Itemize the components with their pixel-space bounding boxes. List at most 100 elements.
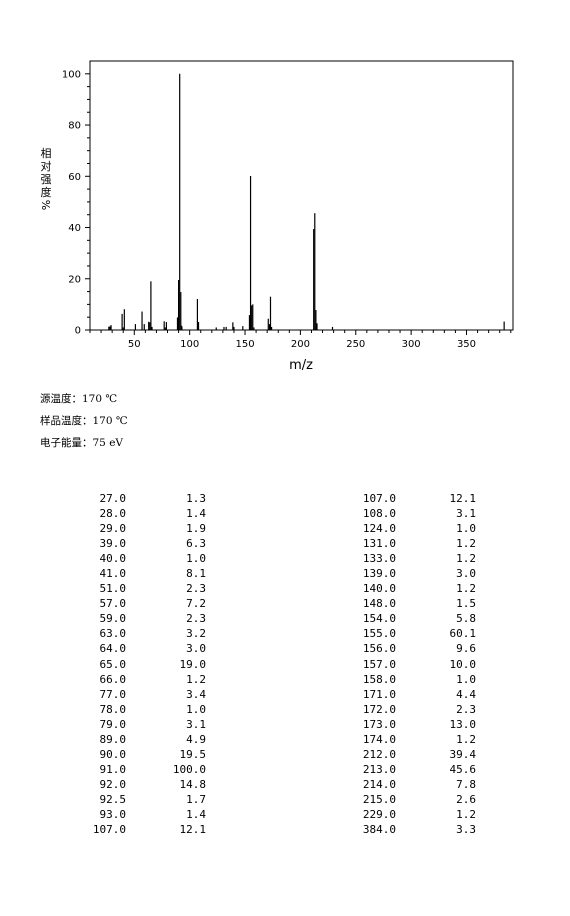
y-tick-label: 0 — [75, 326, 81, 337]
y-tick-label: 80 — [68, 121, 81, 132]
intensity-value: 100.0 — [172, 762, 206, 776]
x-tick-label: 350 — [457, 339, 476, 350]
mz-value: 131.0 — [362, 537, 396, 551]
mz-value: 40.0 — [99, 552, 127, 566]
intensity-value: 2.3 — [456, 702, 476, 716]
table-row: 78.0 1.0 — [70, 702, 207, 717]
mz-value: 172.0 — [362, 702, 396, 716]
table-row: 158.0 1.0 — [340, 672, 476, 687]
y-label-char: 度 — [41, 185, 52, 199]
mass-spectrum-chart: 0 20 40 60 80 100 50 100 150 200 250 300 350 m/z 相对… — [39, 60, 514, 373]
intensity-value: 4.9 — [186, 732, 206, 746]
mz-value: 29.0 — [99, 522, 127, 536]
x-tick-label: 150 — [235, 339, 254, 350]
mz-value: 108.0 — [362, 507, 396, 521]
mz-value: 64.0 — [99, 642, 127, 656]
intensity-value: 1.7 — [186, 792, 206, 806]
mz-value: 59.0 — [99, 612, 127, 626]
mz-value: 63.0 — [99, 627, 127, 641]
table-row: 66.0 1.2 — [70, 672, 207, 687]
y-tick-label: 40 — [68, 223, 81, 234]
mz-value: 51.0 — [99, 582, 127, 596]
y-tick-label: 100 — [62, 69, 81, 80]
mz-value: 173.0 — [362, 717, 396, 731]
table-row: 57.0 7.2 — [70, 596, 207, 611]
mz-value: 107.0 — [92, 823, 126, 837]
intensity-value: 3.4 — [186, 687, 206, 701]
table-row: 29.0 1.9 — [70, 521, 207, 536]
mz-value: 157.0 — [362, 657, 396, 671]
table-row: 77.0 3.4 — [70, 687, 207, 702]
mz-value: 213.0 — [362, 762, 396, 776]
mz-value: 158.0 — [362, 672, 396, 686]
mz-value: 77.0 — [99, 687, 127, 701]
table-row: 79.0 3.1 — [70, 717, 207, 732]
intensity-value: 3.3 — [456, 823, 476, 837]
mz-value: 28.0 — [99, 507, 127, 521]
intensity-value: 1.0 — [186, 552, 206, 566]
table-row: 384.0 3.3 — [340, 822, 476, 837]
table-row: 124.0 1.0 — [340, 521, 476, 536]
intensity-value: 39.4 — [449, 747, 477, 761]
mz-value: 229.0 — [362, 807, 396, 821]
intensity-value: 19.0 — [179, 657, 207, 671]
table-row: 174.0 1.2 — [340, 732, 476, 747]
intensity-value: 1.2 — [456, 537, 476, 551]
table-row: 214.0 7.8 — [340, 777, 476, 792]
table-row: 157.0 10.0 — [340, 657, 476, 672]
table-row: 51.0 2.3 — [70, 581, 207, 596]
table-row: 229.0 1.2 — [340, 807, 476, 822]
table-row: 108.0 3.1 — [340, 506, 476, 521]
mz-value: 89.0 — [99, 732, 127, 746]
intensity-value: 12.1 — [449, 492, 477, 505]
mz-value: 155.0 — [362, 627, 396, 641]
table-row: 28.0 1.4 — [70, 506, 207, 521]
intensity-value: 7.2 — [186, 597, 206, 611]
table-row: 154.0 5.8 — [340, 611, 476, 626]
plot-frame — [89, 60, 514, 331]
table-row: 215.0 2.6 — [340, 792, 476, 807]
table-row: 59.0 2.3 — [70, 611, 207, 626]
table-row: 173.0 13.0 — [340, 717, 476, 732]
intensity-value: 2.3 — [186, 612, 206, 626]
table-row: 131.0 1.2 — [340, 536, 476, 551]
intensity-value: 7.8 — [456, 777, 476, 791]
table-row: 65.0 19.0 — [70, 657, 207, 672]
intensity-value: 1.2 — [456, 582, 476, 596]
x-tick-label: 100 — [180, 339, 199, 350]
peak-table-right: 107.0 12.1 108.0 3.1 124.0 1.0 131.0 1.2 133.0 1.… — [340, 491, 476, 837]
mz-value: 156.0 — [362, 642, 396, 656]
x-tick-label: 200 — [291, 339, 310, 350]
source-temperature: 源温度：170 ℃ — [40, 393, 118, 405]
mz-value: 215.0 — [362, 792, 396, 806]
x-axis: 50 100 150 200 250 300 350 — [89, 330, 512, 350]
table-row: 171.0 4.4 — [340, 687, 476, 702]
mz-value: 154.0 — [362, 612, 396, 626]
y-axis: 0 20 40 60 80 100 — [62, 69, 90, 337]
x-tick-label: 250 — [346, 339, 365, 350]
table-row: 212.0 39.4 — [340, 747, 476, 762]
intensity-value: 5.8 — [456, 612, 476, 626]
table-row: 107.0 12.1 — [340, 491, 476, 506]
y-label-char: 对 — [41, 159, 52, 173]
mz-value: 212.0 — [362, 747, 396, 761]
intensity-value: 1.9 — [186, 522, 206, 536]
intensity-value: 45.6 — [449, 762, 477, 776]
mz-value: 384.0 — [362, 823, 396, 837]
y-label-char: 强 — [41, 173, 52, 186]
table-row: 89.0 4.9 — [70, 732, 207, 747]
intensity-value: 6.3 — [186, 537, 206, 551]
peak-bars — [108, 73, 505, 330]
mz-value: 39.0 — [99, 537, 127, 551]
mz-value: 27.0 — [99, 492, 127, 505]
intensity-value: 3.0 — [456, 567, 476, 581]
mz-value: 92.5 — [99, 792, 127, 806]
mz-value: 133.0 — [362, 552, 396, 566]
table-row: 107.0 12.1 — [70, 822, 206, 837]
intensity-value: 3.0 — [186, 642, 206, 656]
x-tick-label: 300 — [402, 339, 421, 350]
table-row: 64.0 3.0 — [70, 641, 207, 656]
table-row: 40.0 1.0 — [70, 551, 207, 566]
electron-energy: 电子能量：75 eV — [40, 437, 123, 449]
